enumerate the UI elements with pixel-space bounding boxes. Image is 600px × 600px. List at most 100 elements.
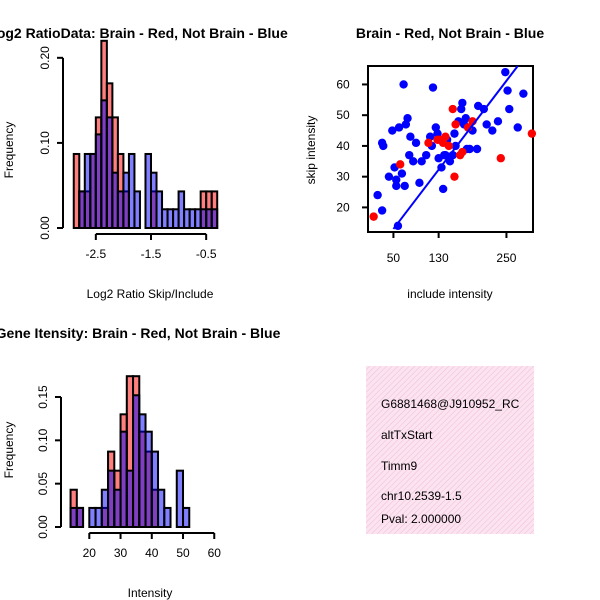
scatter-point-brain	[369, 212, 378, 221]
ratio-y-tick-label: 0.00	[38, 216, 52, 240]
ratio-y-tick-label: 0.20	[38, 46, 52, 70]
scatter-point-not-brain	[503, 86, 512, 95]
scatter-x-tick-label: 250	[496, 251, 516, 265]
info-event-type: altTxStart	[381, 428, 433, 442]
intensity-x-tick-label: 20	[83, 546, 97, 560]
intensity-histogram: Gene Itensity: Brain - Red, Not Brain - …	[0, 325, 281, 600]
scatter-axes: 50 130 250 20 30 40 50 60	[336, 77, 516, 265]
ratio-x-tick-label: -0.5	[196, 247, 217, 261]
scatter-point-brain	[450, 172, 459, 181]
scatter-point-not-brain	[472, 144, 482, 154]
intensity-y-tick-label: 0.05	[36, 472, 50, 496]
ratio-not-brain-bars	[78, 99, 219, 229]
scatter-point-not-brain	[399, 80, 408, 89]
intensity-y-tick-label: 0.15	[36, 385, 50, 409]
intensity-x-tick-label: 50	[176, 546, 190, 560]
intensity-y-tick-label: 0.10	[36, 428, 50, 452]
scatter-y-tick-label: 50	[336, 108, 350, 122]
intensity-y-label: Frequency	[2, 422, 16, 479]
scatter-point-not-brain	[465, 144, 474, 154]
scatter-point-not-brain	[438, 184, 448, 194]
ratio-y-tick-label: 0.10	[38, 131, 52, 155]
intensity-not-brain-bar	[163, 506, 172, 528]
scatter-point-not-brain	[397, 169, 407, 178]
scatter-point-not-brain	[403, 114, 412, 123]
intensity-title: Gene Itensity: Brain - Red, Not Brain - …	[0, 325, 281, 341]
ratio-x-tick-label: -1.5	[141, 247, 162, 261]
scatter-point-not-brain	[482, 120, 491, 129]
intensity-x-tick-label: 60	[208, 546, 222, 560]
scatter-y-tick-label: 40	[336, 139, 350, 153]
scatter-point-not-brain	[501, 67, 510, 77]
scatter-point-brain	[444, 141, 454, 151]
ratio-title: Log2 RatioData: Brain - Red, Not Brain -…	[0, 25, 288, 41]
ratio-x-label: Log2 Ratio Skip/Include	[87, 287, 214, 301]
scatter-point-brain	[496, 154, 505, 163]
info-background	[366, 366, 534, 534]
scatter-points	[369, 67, 537, 231]
scatter-point-not-brain	[493, 117, 503, 126]
intensity-not-brain-bar	[182, 506, 191, 528]
scatter-point-not-brain	[388, 126, 397, 135]
intensity-x-tick-label: 40	[145, 546, 159, 560]
intensity-axes: 20 30 40 50 60 0.00 0.05 0.10 0.15	[36, 385, 221, 560]
scatter-y-tick-label: 60	[336, 77, 350, 91]
scatter-point-not-brain	[405, 150, 414, 160]
scatter-point-not-brain	[392, 175, 401, 184]
scatter-x-tick-label: 130	[429, 251, 449, 265]
scatter-y-label: skip intensity	[304, 116, 318, 185]
scatter-y-tick-label: 30	[336, 170, 350, 184]
intensity-not-brain-bar	[75, 506, 85, 528]
scatter-point-not-brain	[379, 141, 388, 151]
scatter-point-brain	[458, 147, 467, 157]
intensity-x-label: Intensity	[128, 586, 173, 600]
intensity-x-tick-label: 30	[114, 546, 128, 560]
intensity-not-brain-bar	[175, 469, 185, 528]
scatter-point-not-brain	[406, 132, 415, 141]
ratio-y-label: Frequency	[2, 122, 16, 179]
scatter-point-brain	[396, 160, 405, 169]
scatter-point-not-brain	[488, 126, 497, 135]
info-location: chr10.2539-1.5	[381, 489, 462, 503]
intensity-scatter: Brain - Red, Not Brain - Blue 50 130 250 20…	[304, 25, 544, 301]
ratio-not-brain-bar	[210, 208, 219, 229]
scatter-box	[367, 65, 534, 233]
scatter-point-brain	[451, 120, 460, 129]
scatter-point-brain	[527, 129, 537, 138]
scatter-x-tick-label: 50	[387, 251, 401, 265]
scatter-point-brain	[441, 132, 450, 141]
scatter-point-not-brain	[417, 157, 426, 166]
ratio-x-tick-label: -2.5	[85, 247, 106, 261]
scatter-point-not-brain	[400, 181, 409, 191]
scatter-point-not-brain	[377, 206, 387, 215]
ratio-not-brain-bar	[133, 190, 141, 229]
scatter-point-not-brain	[428, 83, 438, 92]
info-panel: G6881468@J910952_RC altTxStart Timm9 chr…	[366, 366, 534, 534]
scatter-point-brain	[448, 104, 457, 114]
scatter-point-not-brain	[409, 157, 418, 166]
scatter-point-not-brain	[394, 123, 404, 132]
scatter-point-not-brain	[393, 221, 403, 231]
scatter-point-not-brain	[373, 190, 382, 200]
info-gene: Timm9	[381, 459, 418, 473]
intensity-not-brain-bars	[69, 394, 191, 529]
ratio-histogram: Log2 RatioData: Brain - Red, Not Brain -…	[0, 25, 288, 301]
scatter-point-not-brain	[411, 138, 421, 148]
ratio-axes: -2.5 -1.5 -0.5 0.00 0.10 0.20	[38, 46, 217, 261]
scatter-point-not-brain	[505, 104, 514, 114]
scatter-point-not-brain	[415, 178, 424, 188]
scatter-fit-line	[392, 65, 519, 230]
scatter-point-not-brain	[458, 98, 467, 108]
scatter-x-label: include intensity	[407, 287, 492, 301]
scatter-point-not-brain	[519, 89, 528, 98]
scatter-point-not-brain	[513, 123, 522, 132]
scatter-point-brain	[424, 138, 433, 148]
scatter-point-not-brain	[392, 181, 401, 191]
scatter-point-not-brain	[450, 129, 459, 138]
info-pval: Pval: 2.000000	[381, 512, 461, 526]
scatter-point-not-brain	[422, 150, 431, 160]
info-event-id: G6881468@J910952_RC	[381, 397, 520, 411]
scatter-point-not-brain	[461, 114, 470, 123]
scatter-y-tick-label: 20	[336, 200, 350, 214]
